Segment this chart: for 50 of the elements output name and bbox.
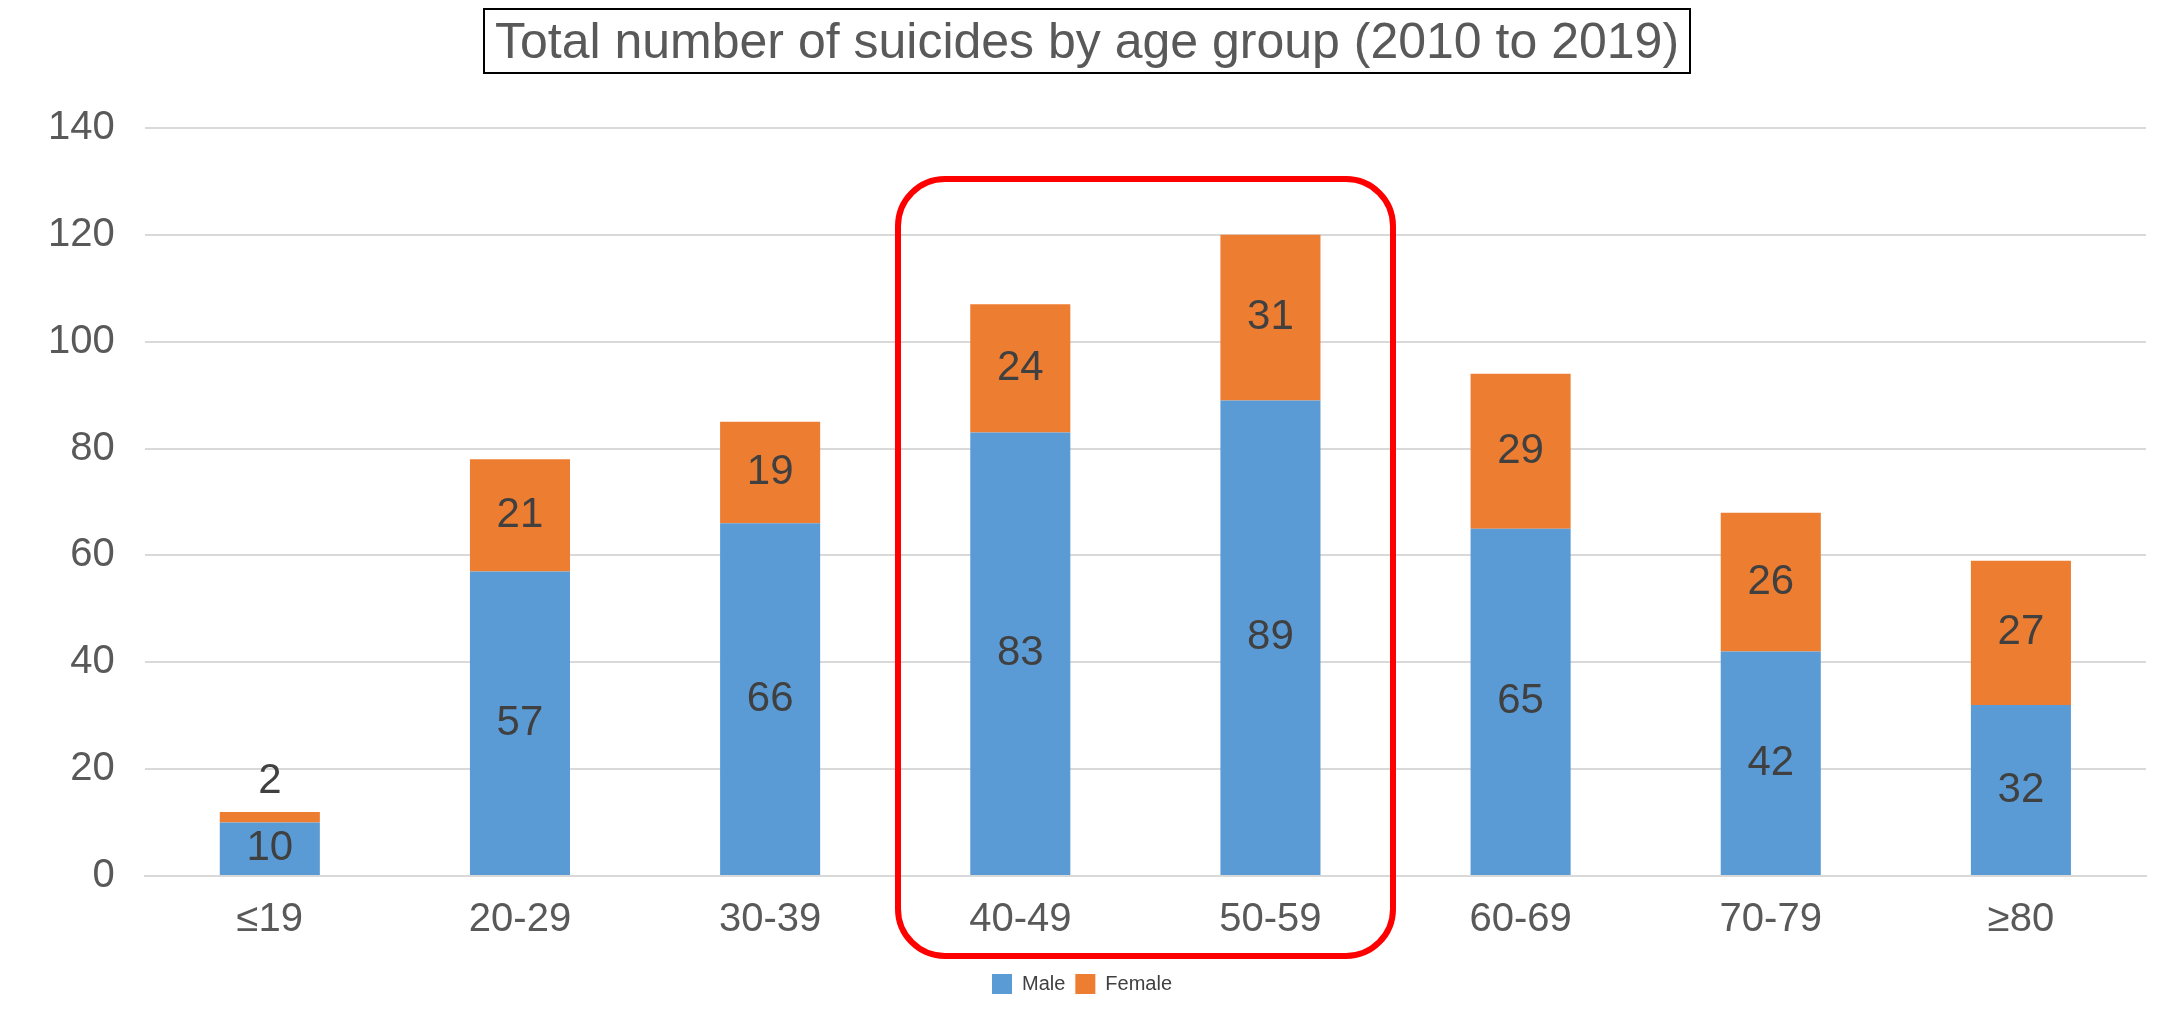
data-label: 2 xyxy=(258,755,282,803)
y-tick-label: 60 xyxy=(70,530,115,575)
bar xyxy=(720,523,821,875)
legend-label: Female xyxy=(1105,971,1173,994)
bar xyxy=(1220,234,1321,401)
bar xyxy=(720,421,821,524)
legend-label: Male xyxy=(1021,971,1066,994)
x-tick-label: ≤19 xyxy=(236,895,304,940)
y-tick-label: 0 xyxy=(92,851,115,896)
x-tick-label: 40-49 xyxy=(969,895,1072,940)
x-tick-label: ≥80 xyxy=(1987,895,2055,940)
bar xyxy=(469,459,571,572)
data-label: 83 xyxy=(996,627,1044,675)
bar xyxy=(469,571,571,875)
bar xyxy=(1970,705,2071,875)
data-label: 32 xyxy=(1997,763,2045,811)
y-tick-label: 40 xyxy=(70,637,115,682)
bar xyxy=(219,811,320,823)
x-tick-label: 70-79 xyxy=(1719,895,1822,940)
data-label: 57 xyxy=(496,696,544,744)
data-label: 10 xyxy=(246,822,294,870)
bar xyxy=(1720,651,1821,875)
data-label: 66 xyxy=(746,672,794,720)
bar xyxy=(970,304,1071,433)
bar xyxy=(1470,373,1571,529)
bar xyxy=(1470,528,1571,875)
y-tick-label: 20 xyxy=(70,744,115,789)
y-tick-label: 120 xyxy=(47,209,115,254)
x-tick-label: 60-69 xyxy=(1469,895,1572,940)
data-label: 89 xyxy=(1247,611,1294,659)
data-label: 29 xyxy=(1497,424,1544,472)
data-label: 31 xyxy=(1247,291,1294,339)
bar xyxy=(970,432,1071,875)
data-label: 21 xyxy=(496,488,544,536)
y-tick-label: 140 xyxy=(47,103,115,148)
y-tick-label: 80 xyxy=(70,423,115,468)
data-label: 27 xyxy=(1997,606,2045,654)
x-tick-label: 20-29 xyxy=(468,895,572,940)
data-label: 65 xyxy=(1497,675,1544,723)
data-label: 24 xyxy=(996,342,1044,390)
bar xyxy=(1720,512,1821,652)
bar xyxy=(1970,560,2071,706)
bar xyxy=(1220,400,1321,875)
data-label: 42 xyxy=(1747,736,1795,784)
x-tick-label: 30-39 xyxy=(718,895,822,940)
chart-title: Total number of suicides by age group (2010 to 2019) xyxy=(482,8,1692,74)
data-label: 26 xyxy=(1747,555,1795,603)
data-label: 19 xyxy=(746,446,794,494)
y-tick-label: 100 xyxy=(47,316,115,361)
x-tick-label: 50-59 xyxy=(1219,895,1322,940)
